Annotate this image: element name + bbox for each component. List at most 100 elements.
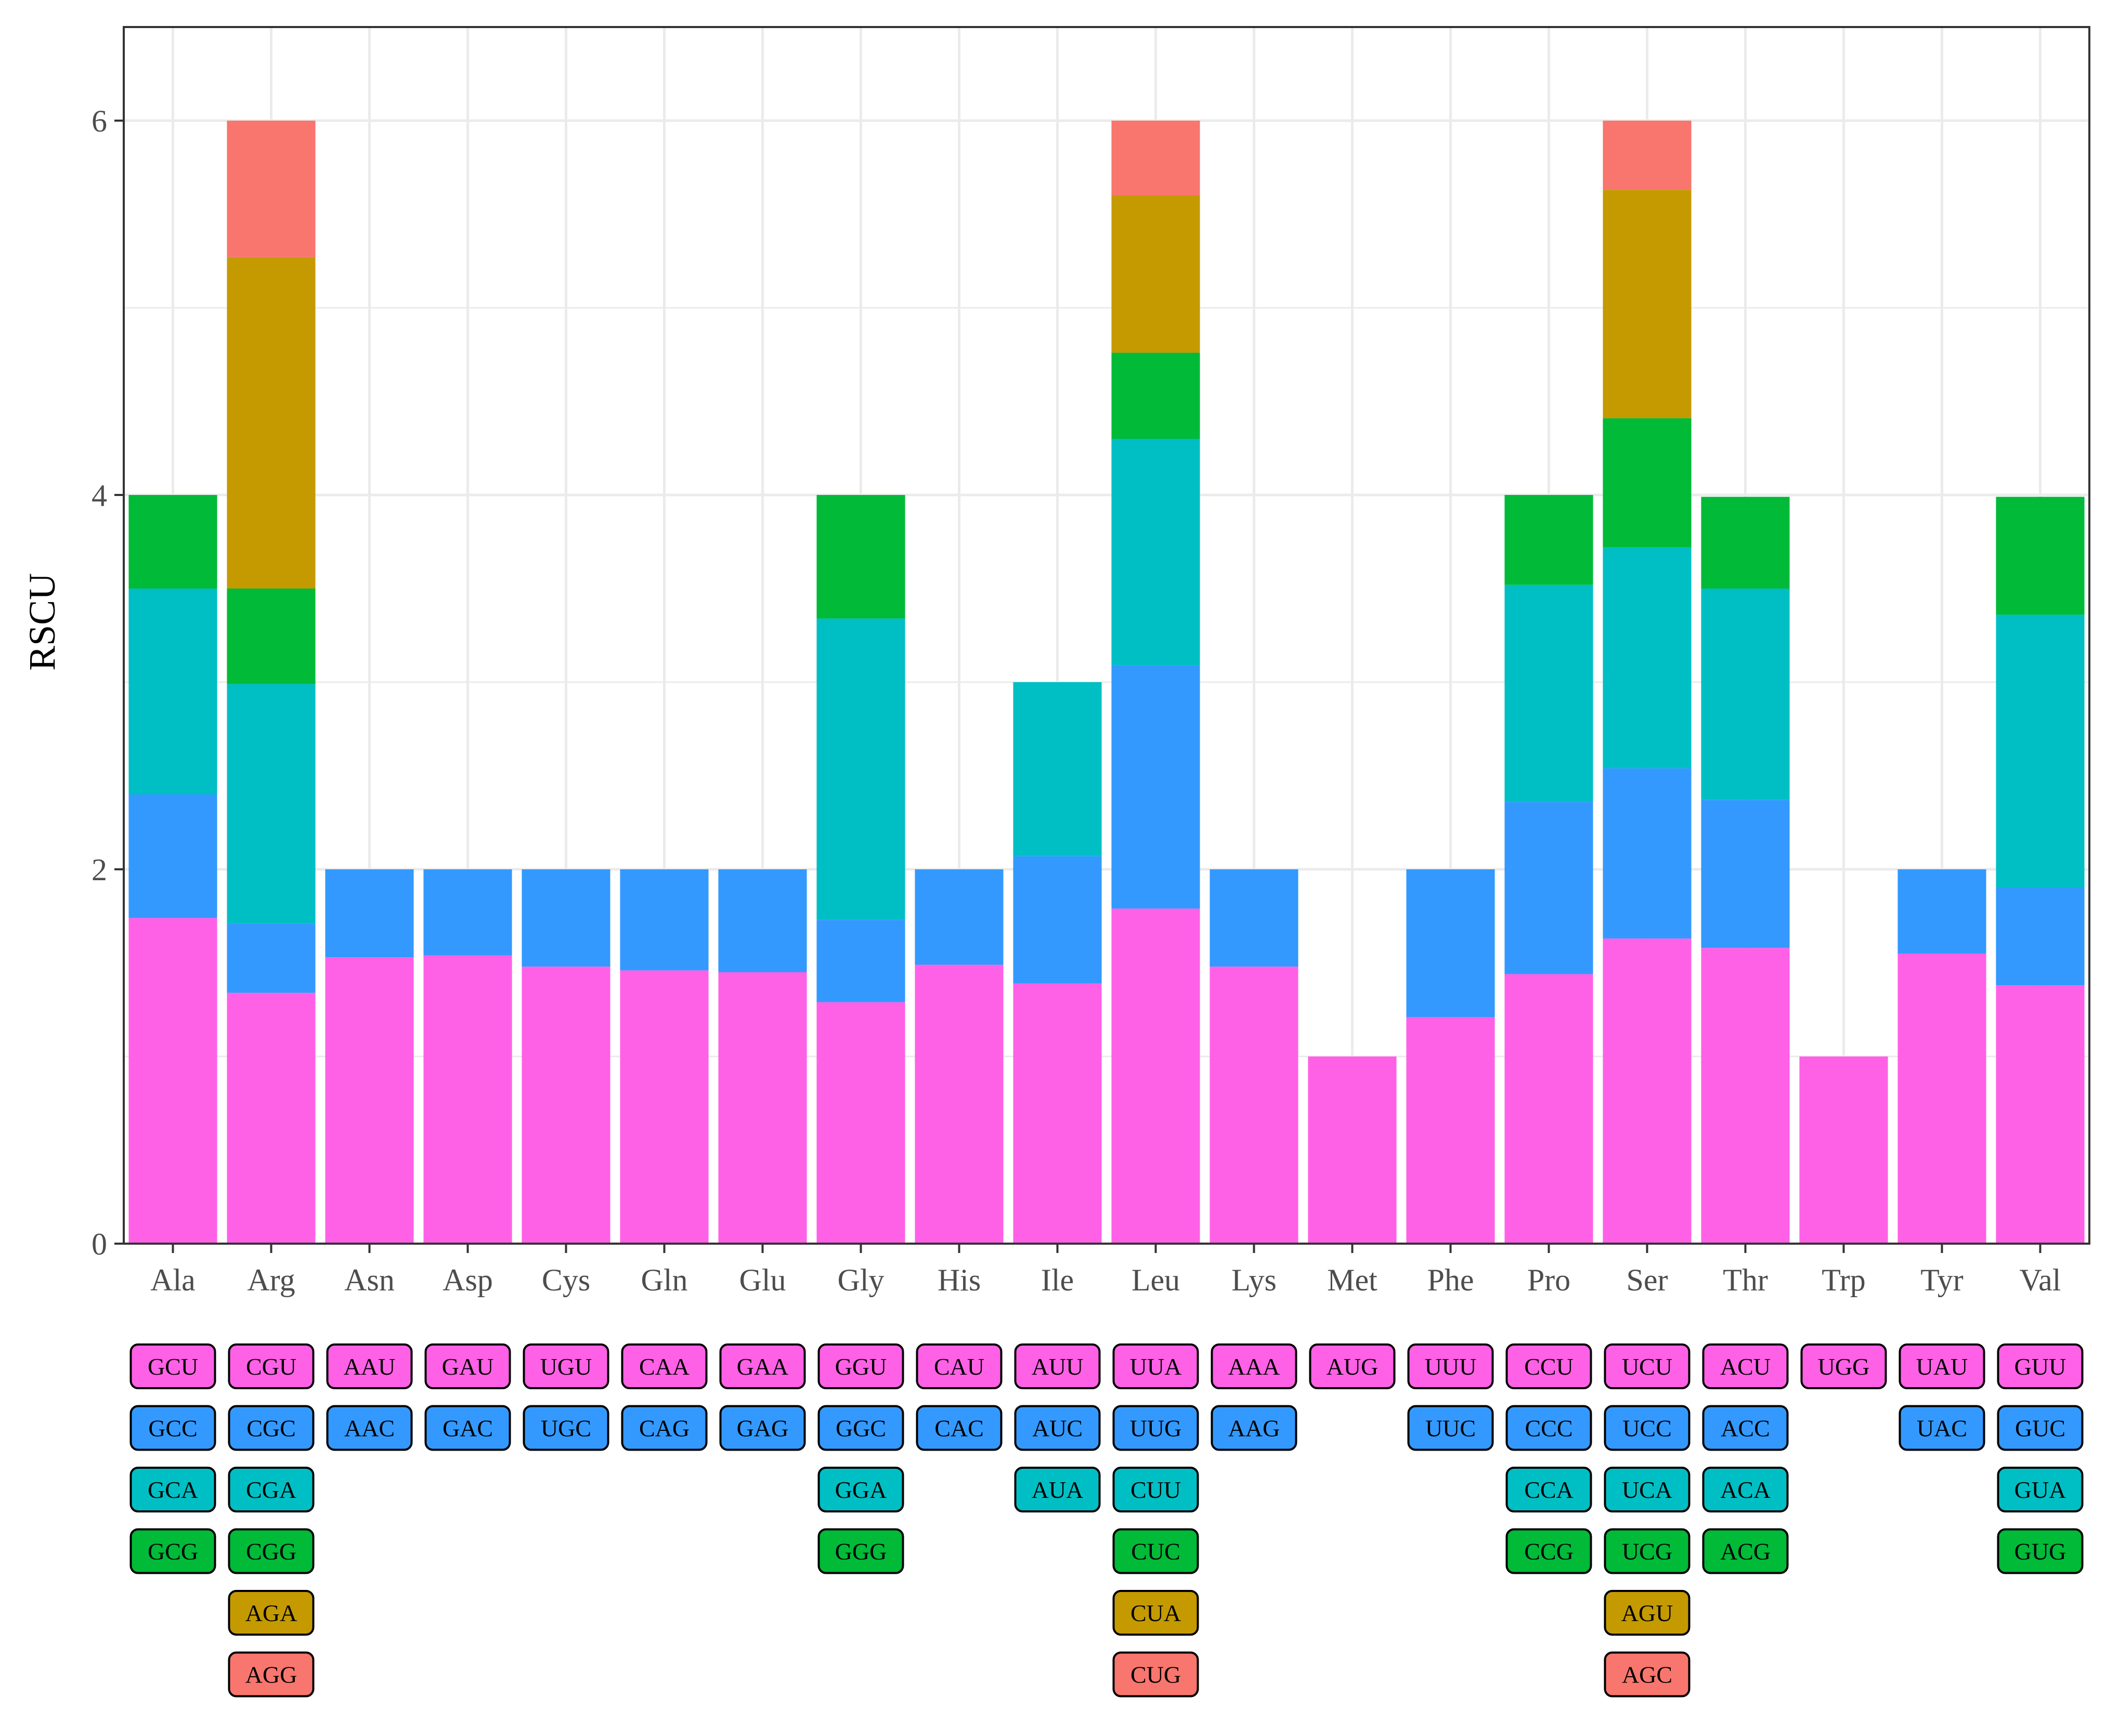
codon-box-ccc: CCC bbox=[1505, 1405, 1592, 1451]
bar-segment-aac bbox=[325, 869, 414, 958]
codon-box-bg bbox=[1014, 1467, 1101, 1512]
bar-segment-gcu bbox=[128, 918, 217, 1244]
codon-box-cuc: CUC bbox=[1112, 1528, 1199, 1574]
bar-segment-gca bbox=[128, 589, 217, 794]
codon-box-ucc: UCC bbox=[1604, 1405, 1691, 1451]
bar-segment-ucu bbox=[1603, 938, 1692, 1244]
bar-segment-guu bbox=[1996, 985, 2085, 1244]
codon-box-cuu: CUU bbox=[1112, 1467, 1199, 1512]
codon-label: ACU bbox=[1720, 1353, 1771, 1380]
codon-box-bg bbox=[228, 1343, 315, 1389]
codon-box-agc: AGC bbox=[1604, 1651, 1691, 1698]
bar-segment-cgc bbox=[227, 923, 316, 993]
codon-box-gcg: GCG bbox=[129, 1528, 216, 1574]
codon-label: GUC bbox=[2015, 1415, 2065, 1442]
codon-label: GCA bbox=[148, 1477, 198, 1503]
codon-box-bg bbox=[1899, 1405, 1985, 1451]
x-tick-label: Gln bbox=[641, 1263, 688, 1297]
codon-box-auu: AUU bbox=[1014, 1343, 1101, 1389]
codon-box-ugg: UGG bbox=[1800, 1343, 1887, 1389]
codon-box-acc: ACC bbox=[1702, 1405, 1789, 1451]
bar-segment-ccc bbox=[1504, 802, 1593, 974]
bar-segment-agu bbox=[1603, 190, 1692, 419]
codon-label: AAC bbox=[344, 1415, 395, 1442]
codon-box-guc: GUC bbox=[1997, 1405, 2084, 1451]
x-tick-label: Glu bbox=[739, 1263, 786, 1297]
bar-segment-gau bbox=[423, 955, 512, 1244]
bar-segment-cag bbox=[620, 869, 709, 971]
bar-segment-gaa bbox=[718, 972, 807, 1244]
codon-legend: GCU GCC GCA GCG CGU CGC CGA CGG AGA AGG AAU AAC GAU G… bbox=[129, 1343, 2084, 1698]
codon-label: AUC bbox=[1032, 1415, 1083, 1442]
y-tick-label: 4 bbox=[92, 478, 107, 513]
bar-segment-ugg bbox=[1799, 1056, 1888, 1244]
bar-segment-acg bbox=[1701, 497, 1790, 589]
codon-box-bg bbox=[1112, 1405, 1199, 1451]
codon-box-ccu: CCU bbox=[1505, 1343, 1592, 1389]
bar-segment-cac bbox=[915, 869, 1004, 965]
codon-box-guu: GUU bbox=[1997, 1343, 2084, 1389]
codon-box-gca: GCA bbox=[129, 1467, 216, 1512]
codon-box-uua: UUA bbox=[1112, 1343, 1199, 1389]
codon-box-bg bbox=[1997, 1405, 2084, 1451]
codon-label: AUG bbox=[1327, 1353, 1379, 1380]
codon-label: UCG bbox=[1622, 1538, 1672, 1565]
codon-box-aua: AUA bbox=[1014, 1467, 1101, 1512]
x-tick-label: Ile bbox=[1041, 1263, 1074, 1297]
x-tick-label: Phe bbox=[1427, 1263, 1474, 1297]
codon-box-gcu: GCU bbox=[129, 1343, 216, 1389]
codon-box-bg bbox=[1702, 1405, 1789, 1451]
codon-label: UAU bbox=[1916, 1353, 1968, 1380]
x-tick-label: Ser bbox=[1627, 1263, 1668, 1297]
codon-box-uca: UCA bbox=[1604, 1467, 1691, 1512]
codon-box-acu: ACU bbox=[1702, 1343, 1789, 1389]
codon-box-gac: GAC bbox=[424, 1405, 511, 1451]
codon-box-uau: UAU bbox=[1899, 1343, 1985, 1389]
codon-label: GGG bbox=[835, 1538, 887, 1565]
codon-box-bg bbox=[1505, 1405, 1592, 1451]
bar-segment-acu bbox=[1701, 948, 1790, 1244]
bar-segment-uuc bbox=[1406, 869, 1495, 1017]
x-tick-label: Thr bbox=[1723, 1263, 1768, 1297]
bar-segment-caa bbox=[620, 970, 709, 1244]
plot-background bbox=[124, 27, 2089, 1244]
codon-box-gug: GUG bbox=[1997, 1528, 2084, 1574]
codon-box-bg bbox=[621, 1405, 708, 1451]
codon-label: CUU bbox=[1130, 1477, 1181, 1503]
codon-box-bg bbox=[523, 1405, 609, 1451]
codon-box-bg bbox=[1112, 1528, 1199, 1574]
codon-box-bg bbox=[1604, 1405, 1691, 1451]
codon-box-gua: GUA bbox=[1997, 1467, 2084, 1512]
codon-label: CGA bbox=[246, 1477, 296, 1503]
codon-box-aga: AGA bbox=[228, 1590, 315, 1636]
codon-label: UCC bbox=[1622, 1415, 1672, 1442]
codon-label: CAC bbox=[934, 1415, 984, 1442]
codon-box-bg bbox=[621, 1343, 708, 1389]
codon-label: UUU bbox=[1425, 1353, 1477, 1380]
bar-segment-acc bbox=[1701, 800, 1790, 948]
codon-box-bg bbox=[1112, 1467, 1199, 1512]
codon-box-bg bbox=[1702, 1343, 1789, 1389]
codon-box-cga: CGA bbox=[228, 1467, 315, 1512]
codon-box-bg bbox=[1112, 1343, 1199, 1389]
codon-box-aug: AUG bbox=[1309, 1343, 1396, 1389]
codon-box-aau: AAU bbox=[326, 1343, 413, 1389]
x-tick-label: Tyr bbox=[1920, 1263, 1963, 1297]
y-tick-label: 2 bbox=[92, 853, 107, 887]
codon-box-acg: ACG bbox=[1702, 1528, 1789, 1574]
bar-segment-agc bbox=[1603, 121, 1692, 190]
bar-segment-gug bbox=[1996, 497, 2085, 615]
bar-segment-auu bbox=[1013, 983, 1102, 1244]
codon-box-bg bbox=[1800, 1343, 1887, 1389]
codon-label: GAU bbox=[442, 1353, 494, 1380]
codon-label: GCU bbox=[148, 1353, 198, 1380]
codon-label: UCU bbox=[1622, 1353, 1672, 1380]
x-tick-label: Val bbox=[2020, 1263, 2061, 1297]
bar-segment-cgg bbox=[227, 589, 316, 684]
x-tick-label: Trp bbox=[1822, 1263, 1866, 1297]
codon-box-bg bbox=[817, 1467, 904, 1512]
codon-box-cag: CAG bbox=[621, 1405, 708, 1451]
codon-label: GGA bbox=[835, 1477, 887, 1503]
codon-box-bg bbox=[1604, 1467, 1691, 1512]
codon-box-bg bbox=[1505, 1467, 1592, 1512]
